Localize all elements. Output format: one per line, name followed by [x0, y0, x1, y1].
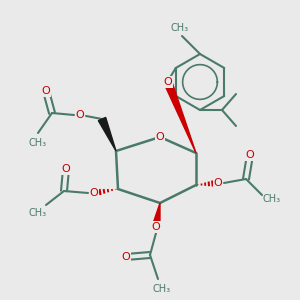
Text: CH₃: CH₃ — [29, 138, 47, 148]
Text: O: O — [122, 252, 130, 262]
Text: CH₃: CH₃ — [263, 194, 281, 204]
Polygon shape — [152, 203, 160, 228]
Text: O: O — [90, 188, 98, 198]
Text: O: O — [152, 222, 160, 232]
Text: CH₃: CH₃ — [29, 208, 47, 218]
Text: O: O — [61, 164, 70, 174]
Text: O: O — [42, 86, 50, 96]
Text: O: O — [76, 110, 84, 120]
Text: O: O — [214, 178, 222, 188]
Text: CH₃: CH₃ — [171, 23, 189, 33]
Text: O: O — [156, 132, 164, 142]
Polygon shape — [98, 117, 116, 151]
Text: O: O — [246, 150, 254, 160]
Text: O: O — [164, 77, 172, 87]
Text: CH₃: CH₃ — [153, 284, 171, 294]
Polygon shape — [164, 80, 196, 153]
